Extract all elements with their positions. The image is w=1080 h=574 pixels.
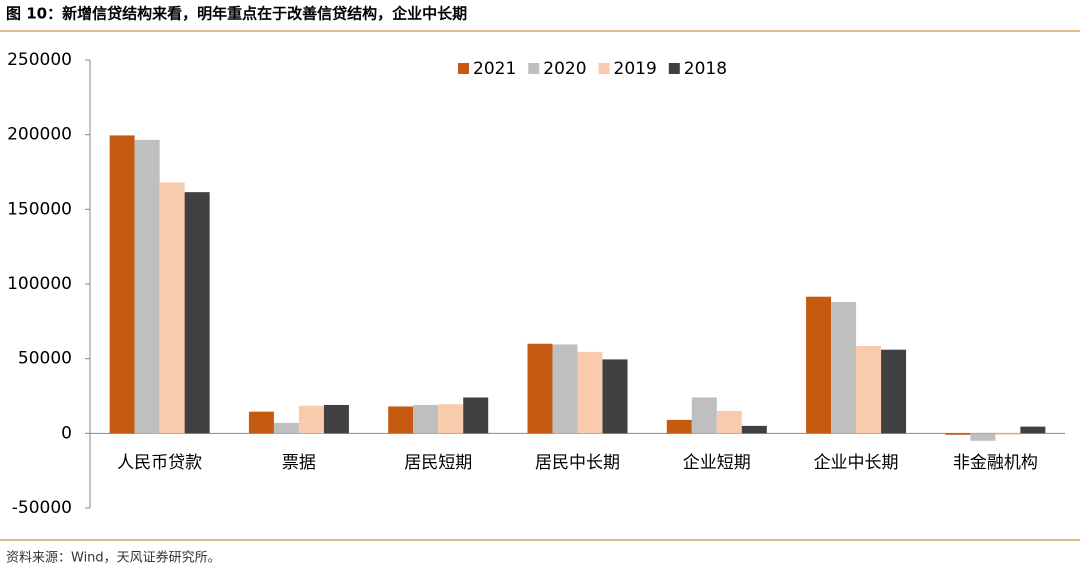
bar [577, 351, 603, 434]
y-tick-label: -50000 [12, 498, 72, 518]
bar [388, 406, 414, 434]
y-tick-label: 100000 [7, 274, 72, 294]
bar [806, 296, 832, 434]
bar [248, 411, 274, 434]
y-tick-label: 250000 [7, 50, 72, 70]
x-tick-label: 企业短期 [683, 453, 751, 473]
legend-swatch [598, 63, 610, 74]
bar [881, 349, 907, 434]
bar [716, 410, 742, 434]
x-tick-label: 票据 [282, 453, 316, 473]
legend-label: 2021 [473, 59, 516, 79]
x-tick-label: 居民短期 [404, 453, 472, 473]
legend-swatch [458, 63, 469, 74]
bar [552, 344, 578, 434]
bar [970, 433, 996, 441]
bar [602, 359, 628, 434]
chart-title: 图 10：新增信贷结构来看，明年重点在于改善信贷结构，企业中长期 [6, 5, 467, 23]
bar [159, 182, 185, 434]
legend-swatch [528, 63, 540, 74]
bar [323, 404, 349, 434]
bar [1020, 426, 1046, 434]
legend-label: 2020 [543, 59, 586, 79]
y-tick-label: 0 [61, 423, 72, 443]
source-note: 资料来源：Wind，天风证券研究所。 [6, 550, 221, 566]
bar [413, 404, 439, 434]
bar [109, 135, 135, 434]
y-tick-label: 200000 [7, 125, 72, 145]
bar [463, 397, 489, 434]
y-tick-label: 150000 [7, 199, 72, 219]
y-tick-label: 50000 [18, 349, 72, 369]
bar [741, 425, 767, 434]
x-tick-label: 非金融机构 [953, 453, 1038, 473]
bar [438, 404, 464, 434]
legend-label: 2018 [684, 59, 727, 79]
bar [691, 397, 717, 434]
bar [527, 343, 553, 434]
x-tick-label: 企业中长期 [814, 453, 899, 473]
bar [273, 422, 299, 434]
legend-label: 2019 [614, 59, 657, 79]
bar [831, 301, 857, 434]
bar [298, 405, 324, 434]
legend-swatch [668, 63, 680, 74]
bar [666, 419, 692, 434]
x-tick-label: 人民币贷款 [117, 453, 202, 473]
bar [184, 192, 210, 434]
bar [134, 139, 160, 434]
bar [945, 433, 971, 435]
bar [995, 433, 1021, 435]
bar [856, 345, 882, 434]
x-tick-label: 居民中长期 [535, 453, 620, 473]
